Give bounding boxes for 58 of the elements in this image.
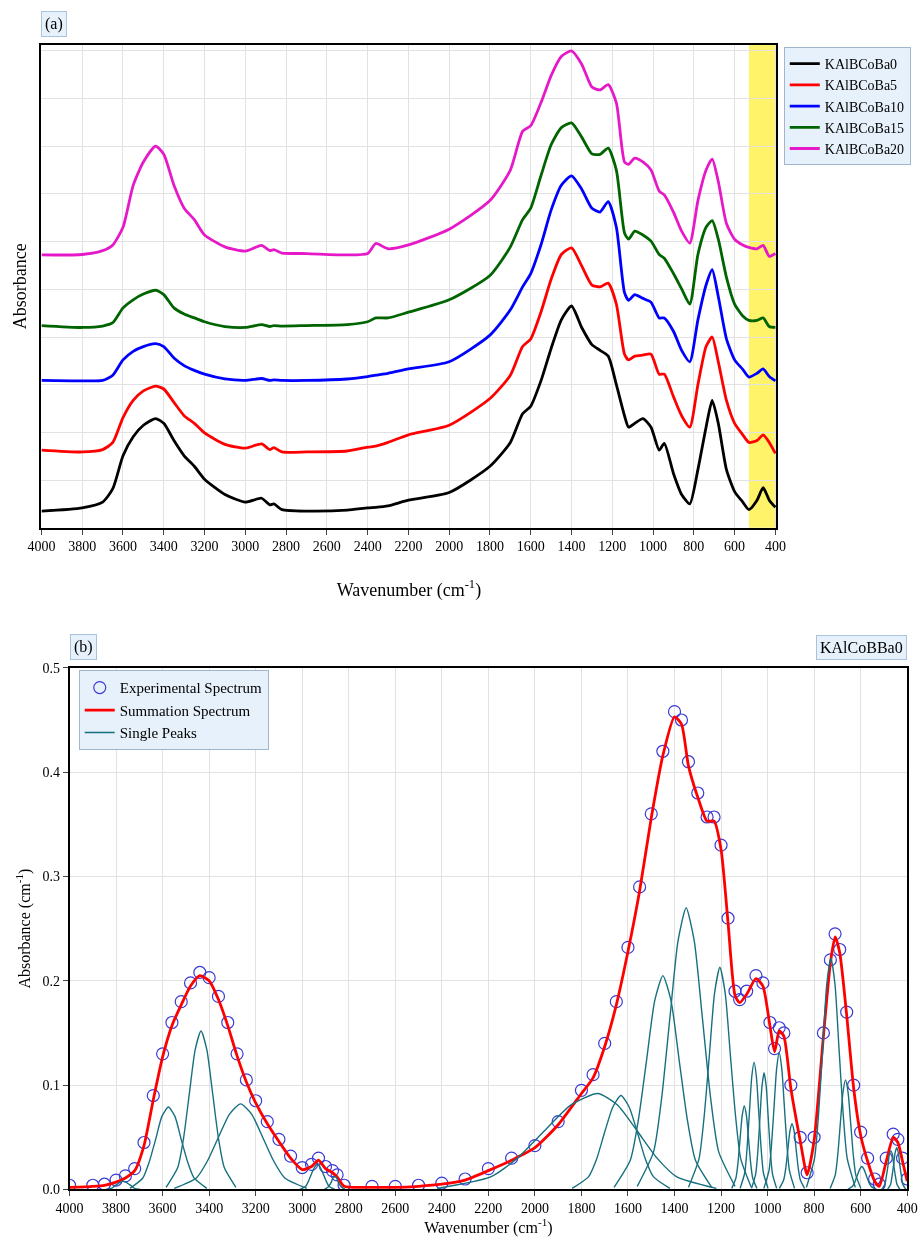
y-tick-label: 0.0 (42, 1182, 60, 1198)
x-tick-label: 3600 (109, 539, 137, 555)
x-tick-label: 3400 (195, 1200, 224, 1216)
x-tick-label: 3600 (148, 1200, 177, 1216)
x-tick-label: 2400 (353, 539, 382, 555)
x-tick-label: 1400 (557, 539, 586, 555)
x-tick-label: 2000 (520, 1200, 549, 1216)
x-tick-label: 3800 (102, 1200, 131, 1216)
legend-label: KAlBCoBa15 (824, 120, 905, 136)
x-tick-label: 1600 (613, 1200, 642, 1216)
y-tick-label: 0.5 (42, 660, 60, 676)
x-tick-label: 1600 (516, 539, 545, 555)
x-tick-label: 1200 (598, 539, 627, 555)
y-tick-label: 0.1 (42, 1078, 60, 1094)
x-axis-title: Wavenumber (cm$^{-1}$) (336, 577, 482, 601)
legend-label: Summation Spectrum (119, 702, 251, 719)
y-tick-label: 0.2 (42, 973, 60, 989)
legend-label: KAlBCoBa10 (824, 99, 905, 115)
x-tick-label: 3200 (190, 539, 219, 555)
text: (a) (45, 15, 63, 33)
x-tick-label: 1800 (475, 539, 504, 555)
legend-label: KAlBCoBa5 (824, 78, 898, 94)
x-tick-label: 2000 (435, 539, 464, 555)
x-tick-label: 1000 (753, 1200, 782, 1216)
x-tick-label: 2400 (427, 1200, 456, 1216)
x-tick-label: 3000 (231, 539, 260, 555)
x-tick-label: 2600 (381, 1200, 410, 1216)
x-tick-label: 2200 (394, 539, 423, 555)
x-tick-label: 800 (803, 1200, 825, 1216)
y-axis-title: Absorbance (10, 243, 31, 330)
x-tick-label: 2200 (474, 1200, 503, 1216)
x-tick-label: 800 (683, 539, 705, 555)
x-tick-label: 1200 (707, 1200, 736, 1216)
y-tick-label: 0.4 (42, 765, 60, 781)
x-tick-label: 400 (764, 539, 786, 555)
x-tick-label: 4000 (55, 1200, 84, 1216)
x-tick-label: 600 (850, 1200, 872, 1216)
legend-label: Single Peaks (119, 725, 197, 742)
text: (b) (74, 638, 93, 656)
x-tick-label: 1400 (660, 1200, 689, 1216)
x-tick-label: 3800 (68, 539, 97, 555)
x-tick-label: 1800 (567, 1200, 596, 1216)
x-tick-label: 2800 (272, 539, 301, 555)
text: KAlCoBBa0 (820, 639, 903, 656)
x-tick-label: 600 (724, 539, 746, 555)
y-tick-label: 0.3 (42, 869, 60, 885)
x-tick-label: 400 (896, 1200, 918, 1216)
x-axis-title: Wavenumber (cm$^{-1}$) (424, 1215, 553, 1237)
x-tick-label: 3200 (241, 1200, 270, 1216)
legend-label: Experimental Spectrum (119, 680, 263, 697)
legend-label: KAlBCoBa20 (824, 141, 905, 157)
legend-label: KAlBCoBa0 (824, 57, 898, 73)
x-tick-label: 3400 (149, 539, 178, 555)
x-tick-label: 3000 (288, 1200, 317, 1216)
x-tick-label: 2600 (312, 539, 341, 555)
x-tick-label: 2800 (334, 1200, 363, 1216)
x-tick-label: 1000 (639, 539, 668, 555)
x-tick-label: 4000 (27, 539, 56, 555)
